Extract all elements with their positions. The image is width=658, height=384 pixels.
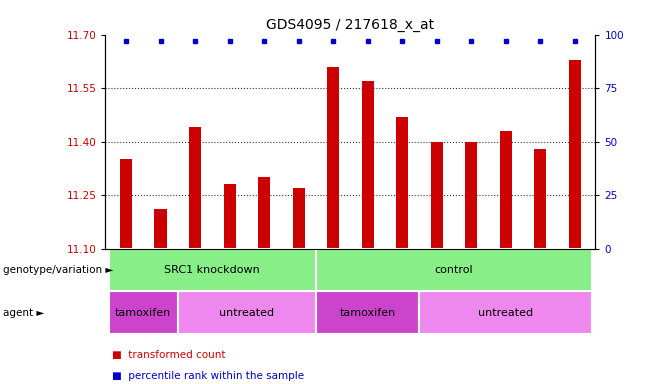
Bar — [465, 142, 477, 248]
Bar — [293, 188, 305, 248]
Text: genotype/variation ►: genotype/variation ► — [3, 265, 114, 275]
Bar — [569, 60, 581, 248]
Text: SRC1 knockdown: SRC1 knockdown — [164, 265, 260, 275]
Bar — [109, 291, 178, 334]
Text: untreated: untreated — [478, 308, 533, 318]
Bar — [189, 127, 201, 248]
Text: ■  percentile rank within the sample: ■ percentile rank within the sample — [112, 371, 304, 381]
Bar — [419, 291, 592, 334]
Text: untreated: untreated — [219, 308, 274, 318]
Bar — [362, 81, 374, 248]
Bar — [396, 117, 408, 248]
Bar — [316, 248, 592, 291]
Bar — [109, 248, 316, 291]
Title: GDS4095 / 217618_x_at: GDS4095 / 217618_x_at — [266, 18, 434, 32]
Bar — [499, 131, 512, 248]
Text: ■  transformed count: ■ transformed count — [112, 350, 225, 360]
Text: agent ►: agent ► — [3, 308, 45, 318]
Bar — [258, 177, 270, 248]
Bar — [316, 291, 419, 334]
Text: tamoxifen: tamoxifen — [115, 308, 171, 318]
Bar — [534, 149, 546, 248]
Bar — [224, 184, 236, 248]
Text: tamoxifen: tamoxifen — [340, 308, 395, 318]
Bar — [430, 142, 443, 248]
Bar — [178, 291, 316, 334]
Text: control: control — [435, 265, 473, 275]
Bar — [327, 67, 339, 248]
Bar — [155, 209, 166, 248]
Bar — [120, 159, 132, 248]
